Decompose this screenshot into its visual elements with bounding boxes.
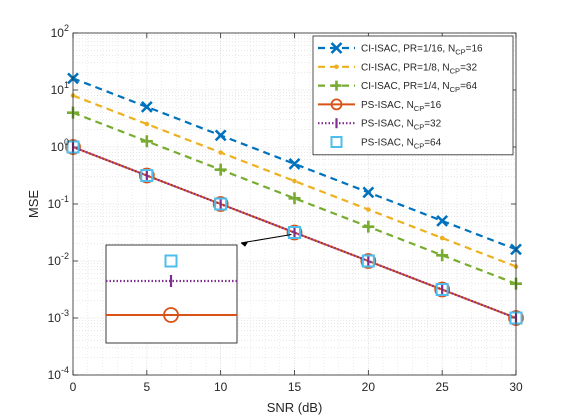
data-point bbox=[435, 283, 449, 297]
data-point bbox=[140, 135, 153, 148]
legend-marker bbox=[331, 80, 342, 91]
plot-frame bbox=[72, 32, 517, 376]
data-point bbox=[360, 253, 377, 269]
data-point bbox=[140, 169, 154, 183]
legend-marker bbox=[330, 136, 343, 148]
x-tick-label: 5 bbox=[143, 380, 150, 394]
inset-pointer-arrowhead bbox=[240, 241, 249, 247]
legend-label: CI-ISAC, PR=1/8, NCP=32 bbox=[361, 62, 477, 75]
legend-label: PS-ISAC, NCP=16 bbox=[361, 100, 442, 113]
legend-box bbox=[312, 35, 514, 156]
legend-item-3: CI-ISAC, PR=1/4, NCP=64 bbox=[318, 80, 477, 94]
inset-pointer-line bbox=[240, 234, 292, 244]
inset-marker bbox=[164, 254, 178, 268]
legend-marker bbox=[334, 64, 339, 70]
data-point bbox=[288, 157, 301, 170]
x-tick-label: 10 bbox=[214, 380, 228, 394]
y-tick-label: 100 bbox=[51, 137, 69, 154]
legend-marker bbox=[330, 98, 343, 111]
legend-item-5: PS-ISAC, NCP=32 bbox=[318, 118, 442, 132]
y-tick-label: 10-2 bbox=[48, 251, 69, 268]
x-axis-label: SNR (dB) bbox=[267, 400, 323, 415]
data-point bbox=[362, 186, 375, 199]
data-point bbox=[288, 192, 301, 205]
y-tick-label: 10-3 bbox=[48, 308, 69, 325]
data-point bbox=[212, 196, 229, 212]
tick-labels: 0 5 10 15 20 25 30 10-4 10-3 10-2 10-1 100 101 102 bbox=[48, 23, 523, 394]
data-point bbox=[361, 254, 375, 268]
data-point bbox=[434, 281, 451, 298]
legend-label: PS-ISAC, NCP=32 bbox=[361, 119, 442, 132]
legend-marker bbox=[330, 42, 343, 54]
data-point bbox=[214, 129, 227, 142]
y-tick-label: 101 bbox=[51, 80, 69, 97]
data-point bbox=[140, 100, 153, 113]
y-tick-label: 10-4 bbox=[48, 365, 69, 382]
x-tick-label: 20 bbox=[362, 380, 376, 394]
data-point bbox=[214, 163, 227, 176]
data-point bbox=[138, 167, 155, 184]
inset-marker bbox=[163, 307, 179, 323]
legend-item-6: PS-ISAC, NCP=64 bbox=[330, 136, 442, 151]
data-point bbox=[214, 197, 228, 211]
data-point bbox=[439, 235, 445, 241]
inset-frame bbox=[105, 244, 238, 344]
y-axis-label: MSE bbox=[26, 190, 41, 219]
data-point bbox=[218, 150, 223, 155]
x-tick-label: 15 bbox=[288, 380, 302, 394]
legend-item-1: CI-ISAC, PR=1/16, NCP=16 bbox=[318, 42, 483, 57]
x-tick-label: 25 bbox=[435, 380, 449, 394]
x-tick-label: 30 bbox=[509, 380, 523, 394]
zoom-inset bbox=[105, 234, 292, 344]
data-point bbox=[292, 178, 297, 184]
data-point bbox=[144, 121, 150, 127]
data-point bbox=[366, 207, 371, 212]
legend-label: CI-ISAC, PR=1/16, NCP=16 bbox=[361, 44, 483, 57]
legend: CI-ISAC, PR=1/16, NCP=16 CI-ISAC, PR=1/8,… bbox=[312, 35, 514, 156]
x-tick-label: 0 bbox=[70, 380, 77, 394]
legend-label: CI-ISAC, PR=1/4, NCP=64 bbox=[361, 81, 477, 94]
data-point bbox=[288, 226, 301, 240]
y-tick-label: 102 bbox=[51, 23, 69, 40]
legend-item-2: CI-ISAC, PR=1/8, NCP=32 bbox=[318, 62, 477, 75]
data-point bbox=[362, 220, 375, 233]
y-tick-label: 10-1 bbox=[48, 194, 69, 211]
data-point bbox=[286, 224, 303, 241]
legend-item-4: PS-ISAC, NCP=16 bbox=[318, 98, 442, 113]
data-point bbox=[436, 249, 449, 262]
legend-label: PS-ISAC, NCP=64 bbox=[361, 138, 442, 151]
data-point bbox=[436, 214, 449, 227]
